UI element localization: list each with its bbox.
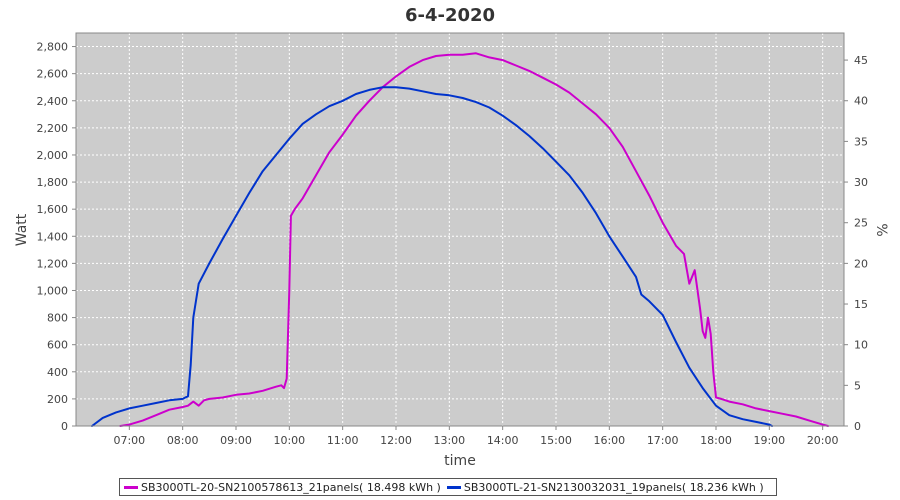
- x-tick-label: 18:00: [700, 434, 732, 447]
- y2-tick-label: 35: [854, 135, 868, 148]
- y-tick-label: 0: [61, 420, 68, 433]
- y-tick-label: 2,000: [37, 149, 69, 162]
- y-tick-label: 600: [47, 339, 68, 352]
- y2-tick-label: 25: [854, 217, 868, 230]
- x-tick-label: 10:00: [273, 434, 305, 447]
- x-tick-label: 09:00: [220, 434, 252, 447]
- y-tick-label: 1,800: [37, 176, 69, 189]
- y-tick-label: 1,200: [37, 257, 69, 270]
- x-tick-label: 12:00: [380, 434, 412, 447]
- y-tick-label: 1,600: [37, 203, 69, 216]
- x-tick-label: 16:00: [593, 434, 625, 447]
- x-tick-label: 14:00: [487, 434, 519, 447]
- series-line-2: [91, 86, 773, 427]
- y2-tick-label: 40: [854, 95, 868, 108]
- x-tick-label: 17:00: [647, 434, 679, 447]
- x-tick-label: 15:00: [540, 434, 572, 447]
- y-tick-label: 2,400: [37, 95, 69, 108]
- legend-swatch-series-1: [124, 485, 138, 489]
- x-tick-label: 07:00: [113, 434, 145, 447]
- legend-item-series-2: SB3000TL-21-SN2130032031_19panels( 18.23…: [446, 480, 764, 494]
- y2-tick-label: 5: [854, 379, 861, 392]
- y2-tick-label: 20: [854, 257, 868, 270]
- y-tick-label: 2,600: [37, 68, 69, 81]
- x-tick-label: 13:00: [433, 434, 465, 447]
- y-axis-left: 0 200 400 600 800 1,000 1,200 1,400 1,600 1,800 2,…: [37, 41, 76, 433]
- y2-tick-label: 15: [854, 298, 868, 311]
- y2-tick-label: 30: [854, 176, 868, 189]
- y-tick-label: 1,400: [37, 230, 69, 243]
- y-tick-label: 2,800: [37, 41, 69, 54]
- series-line-1: [119, 52, 829, 427]
- y-axis-right: 0 5 10 15 20 25 30 35 40 45: [844, 54, 868, 433]
- y-tick-label: 200: [47, 393, 68, 406]
- x-tick-label: 11:00: [327, 434, 359, 447]
- y2-axis-label: %: [873, 223, 889, 236]
- y2-tick-label: 45: [854, 54, 868, 67]
- x-axis-label: time: [444, 453, 476, 469]
- x-tick-label: 19:00: [753, 434, 785, 447]
- y-axis-label: Watt: [14, 213, 30, 246]
- legend: SB3000TL-20-SN2100578613_21panels( 18.49…: [119, 478, 777, 496]
- chart-title: 6-4-2020: [405, 5, 495, 26]
- y2-tick-label: 0: [854, 420, 861, 433]
- legend-item-series-1: SB3000TL-20-SN2100578613_21panels( 18.49…: [124, 481, 441, 494]
- y-tick-label: 400: [47, 366, 68, 379]
- y-tick-label: 2,200: [37, 122, 69, 135]
- legend-swatch-series-2: [446, 485, 461, 489]
- plot-border: [75, 32, 845, 427]
- legend-label-series-1: SB3000TL-20-SN2100578613_21panels( 18.49…: [141, 480, 441, 494]
- x-tick-label: 20:00: [807, 434, 839, 447]
- x-tick-label: 08:00: [167, 434, 199, 447]
- y-tick-label: 1,000: [37, 284, 69, 297]
- series-layer: [91, 52, 829, 427]
- y2-tick-label: 10: [854, 339, 868, 352]
- grid: [76, 33, 844, 426]
- x-axis: 07:00 08:00 09:00 10:00 11:00 12:00 13:00 14:00…: [113, 426, 839, 447]
- legend-label-series-2: SB3000TL-21-SN2130032031_19panels( 18.23…: [463, 480, 764, 494]
- y-tick-label: 800: [47, 312, 68, 325]
